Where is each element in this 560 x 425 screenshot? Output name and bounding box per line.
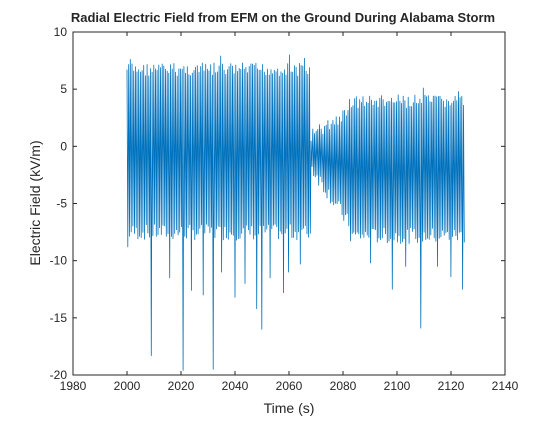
y-tick-label: -10: [50, 254, 68, 268]
chart-title: Radial Electric Field from EFM on the Gr…: [71, 10, 495, 25]
x-tick-label: 2080: [330, 379, 357, 393]
x-tick-label: 2100: [384, 379, 411, 393]
y-tick-label: -5: [56, 197, 67, 211]
x-tick-label: 2060: [276, 379, 303, 393]
x-tick-label: 2120: [438, 379, 465, 393]
x-axis-label: Time (s): [264, 400, 315, 416]
y-tick-label: 5: [60, 82, 67, 96]
x-tick-label: 2140: [492, 379, 519, 393]
y-axis-label: Electric Field (kV/m): [27, 140, 43, 265]
x-tick-label: 2040: [222, 379, 249, 393]
y-tick-label: -15: [50, 311, 68, 325]
y-tick-label: 0: [60, 139, 67, 153]
x-tick-label: 2000: [114, 379, 141, 393]
y-tick-label: -20: [50, 368, 68, 382]
y-tick-label: 10: [54, 25, 68, 39]
x-tick-label: 2020: [168, 379, 195, 393]
plot-area: 1980 2000 2020 2040 2060 2080 2100 2120 2140-20-…: [50, 25, 519, 393]
